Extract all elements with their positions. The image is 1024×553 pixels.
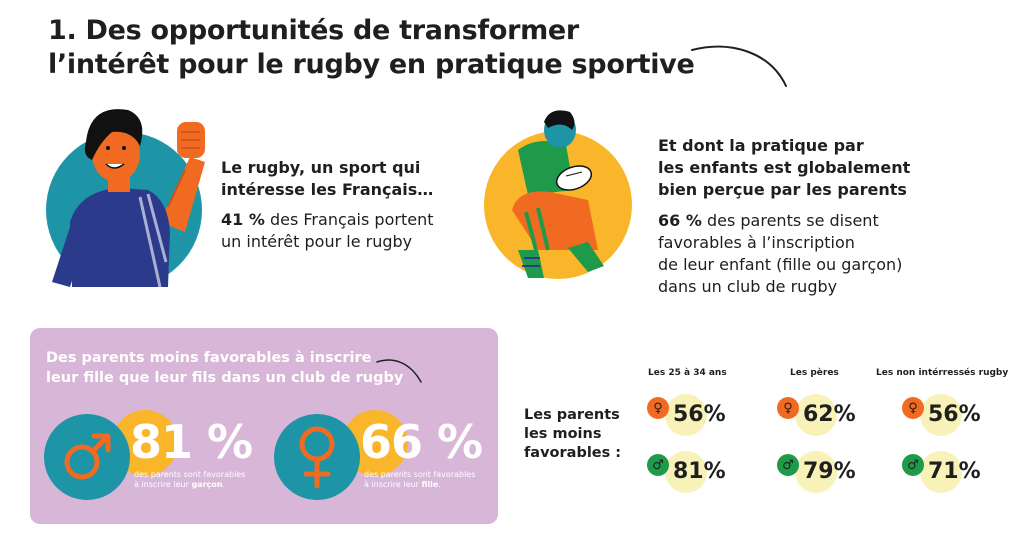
right-description: 66 % des parents se disent favorables à … [658, 211, 903, 296]
rugby-tackle-illustration [484, 110, 632, 279]
panel-heading: Des parents moins favorables à inscrire … [46, 350, 404, 386]
male-symbol-icon: ♂ [647, 454, 669, 476]
left-description: 41 % des Français portent un intérêt pou… [221, 210, 434, 251]
less-favorable-label: Les parents les moins favorables : [524, 407, 622, 461]
female-symbol-icon: ♀ [902, 397, 924, 419]
female-symbol-icon [299, 426, 335, 489]
column-header-fathers: Les pères [790, 368, 839, 378]
page-title: 1. Des opportunités de transformer l’int… [48, 14, 695, 82]
right-heading: Et dont la pratique par les enfants est … [658, 136, 911, 199]
right-stat-value: 66 % [658, 211, 702, 230]
male-symbol-icon: ♂ [902, 454, 924, 476]
gender-comparison-panel: Des parents moins favorables à inscrire … [30, 328, 498, 524]
male-symbol-icon [64, 433, 111, 480]
column-header-non-interested: Les non intérressés rugby [876, 368, 1009, 378]
male-symbol-icon: ♂ [777, 454, 799, 476]
girl-percent: 66 % [360, 415, 483, 469]
boy-percent: 81 % [130, 415, 253, 469]
column-header-25-34: Les 25 à 34 ans [648, 368, 727, 378]
left-stat-value: 41 % [221, 210, 265, 229]
decorative-arc-icon [691, 45, 787, 87]
girl-stat-group: 66 % des parents sont favorables à inscr… [274, 408, 494, 508]
boy-stat-group: 81 % des parents sont favorables à inscr… [44, 408, 264, 508]
title-line-1: 1. Des opportunités de transformer [48, 15, 579, 46]
girl-caption: des parents sont favorables à inscrire l… [364, 470, 476, 489]
rugby-fan-illustration [46, 109, 205, 287]
title-line-2: l’intérêt pour le rugby en pratique spor… [48, 49, 695, 80]
boy-disc [44, 414, 130, 500]
panel-decorative-arc-icon [376, 359, 422, 383]
female-symbol-icon: ♀ [647, 397, 669, 419]
left-heading: Le rugby, un sport qui intéresse les Fra… [221, 158, 434, 199]
boy-caption: des parents sont favorables à inscrire l… [134, 470, 246, 489]
female-symbol-icon: ♀ [777, 397, 799, 419]
